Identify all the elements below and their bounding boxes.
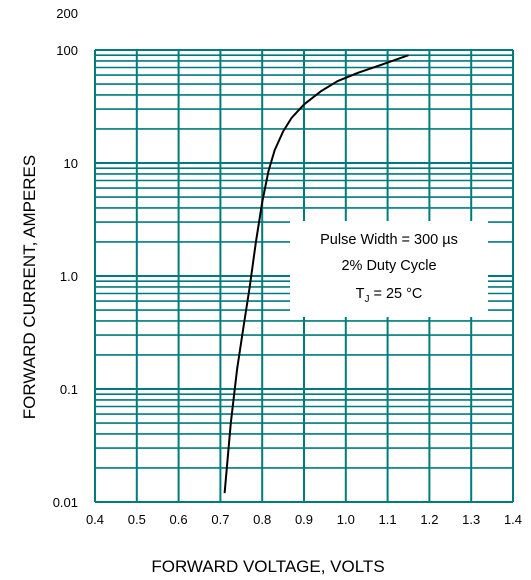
x-tick-label: 0.4 xyxy=(86,512,104,527)
x-axis-title: FORWARD VOLTAGE, VOLTS xyxy=(151,557,384,576)
x-tick-label: 1.2 xyxy=(420,512,438,527)
x-tick-label: 0.5 xyxy=(128,512,146,527)
y-tick-label: 1.0 xyxy=(60,269,78,284)
series-group xyxy=(223,54,409,494)
x-tick-label: 1.4 xyxy=(504,512,522,527)
y-tick-label: 100 xyxy=(56,43,78,58)
x-tick-labels: 0.4 0.5 0.6 0.7 0.8 0.9 1.0 1.1 1.2 1.3 1.4 xyxy=(86,512,522,527)
y-tick-label: 10 xyxy=(64,156,78,171)
x-tick-label: 0.8 xyxy=(253,512,271,527)
x-tick-label: 1.1 xyxy=(379,512,397,527)
annotation-line-3: TJ = 25 °C xyxy=(356,286,423,305)
x-tick-label: 0.7 xyxy=(211,512,229,527)
annotation-background xyxy=(290,221,488,317)
annotation-temp-symbol: T xyxy=(356,286,365,302)
annotation-line-2: 2% Duty Cycle xyxy=(341,258,436,274)
x-tick-label: 0.9 xyxy=(295,512,313,527)
forward-current-curve xyxy=(223,54,409,494)
y-tick-label: 0.1 xyxy=(60,382,78,397)
y-tick-label: 200 xyxy=(56,6,78,21)
y-tick-label: 0.01 xyxy=(53,495,78,510)
annotation-line-1: Pulse Width = 300 µs xyxy=(320,232,458,248)
x-tick-label: 0.6 xyxy=(170,512,188,527)
annotation-temp-value: = 25 °C xyxy=(369,286,422,302)
y-tick-labels: 0.01 0.1 1.0 10 100 200 xyxy=(53,6,78,510)
x-tick-label: 1.0 xyxy=(337,512,355,527)
y-axis-title: FORWARD CURRENT, AMPERES xyxy=(20,155,39,419)
x-tick-label: 1.3 xyxy=(462,512,480,527)
annotation-box: Pulse Width = 300 µs 2% Duty Cycle TJ = … xyxy=(290,221,488,317)
annotation-temp-subscript: J xyxy=(364,294,369,305)
